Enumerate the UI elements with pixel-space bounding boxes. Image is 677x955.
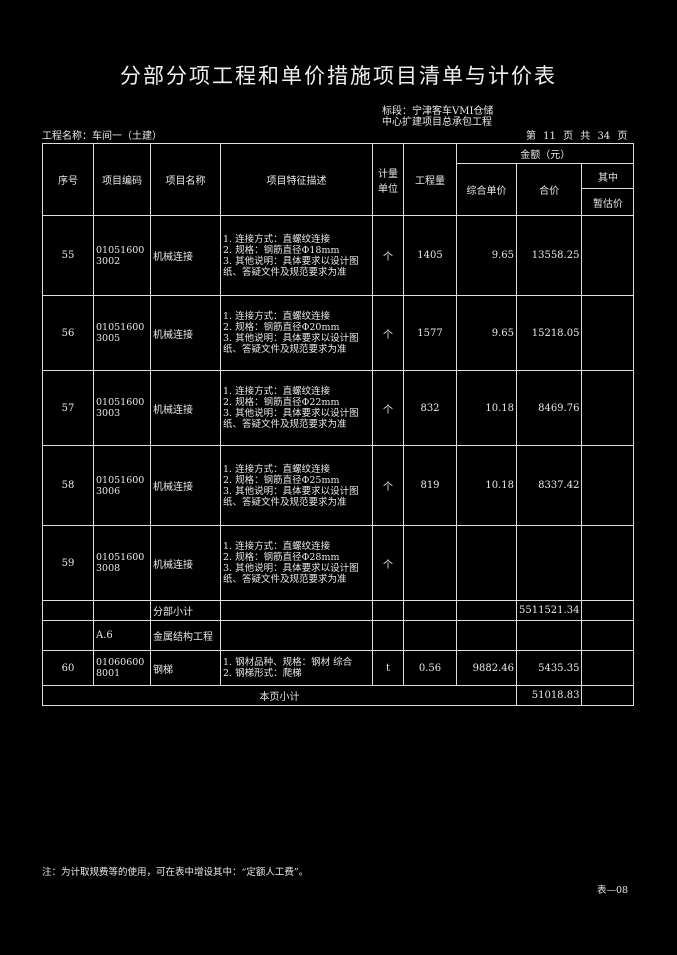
row-total: 8337.42 — [515, 445, 583, 526]
row-unit: 个 — [372, 295, 404, 371]
row-provisional — [581, 445, 635, 526]
section-name: 金属结构工程 — [150, 620, 221, 651]
row-qty: 819 — [403, 445, 457, 526]
row-seq: 57 — [42, 370, 94, 446]
page-total-row: 本页小计 51018.83 — [42, 685, 635, 706]
row-code: 010516003005 — [93, 295, 151, 371]
row-name: 机械连接 — [150, 445, 221, 526]
row-code: 010516003002 — [93, 215, 151, 296]
row-unit: 个 — [372, 370, 404, 446]
row-name: 机械连接 — [150, 525, 221, 601]
row-desc: 1. 连接方式：直螺纹连接 2. 规格：钢筋直径Φ20mm 3. 其他说明：具体… — [220, 295, 373, 371]
row-desc: 1. 连接方式：直螺纹连接 2. 规格：钢筋直径Φ25mm 3. 其他说明：具体… — [220, 445, 373, 526]
subtotal-label: 分部小计 — [150, 600, 221, 621]
header-qty: 工程量 — [403, 143, 457, 216]
row-qty: 1577 — [403, 295, 457, 371]
row-total: 8469.76 — [515, 370, 583, 446]
table-row: 59 010516003008 机械连接 1. 连接方式：直螺纹连接 2. 规格：钢筋… — [42, 525, 635, 601]
row-unit-price: 9.65 — [456, 295, 517, 371]
row-provisional — [581, 370, 635, 446]
header-desc: 项目特征描述 — [220, 143, 373, 216]
row-unit-price — [456, 525, 517, 601]
header-name: 项目名称 — [150, 143, 221, 216]
row-name: 机械连接 — [150, 370, 221, 446]
row-qty: 832 — [403, 370, 457, 446]
row-total: 5435.35 — [515, 650, 583, 686]
subtotal-total: 5511521.34 — [515, 600, 583, 621]
row-name: 机械连接 — [150, 295, 221, 371]
header-unit: 计量单位 — [372, 143, 404, 216]
row-qty: 1405 — [403, 215, 457, 296]
row-code: 010516003006 — [93, 445, 151, 526]
page-title: 分部分项工程和单价措施项目清单与计价表 — [120, 64, 557, 88]
row-seq: 59 — [42, 525, 94, 601]
row-unit-price: 9882.46 — [456, 650, 517, 686]
table-row: 60 010606008001 钢梯 1. 钢材品种、规格：钢材 综合 2. 钢… — [42, 650, 635, 686]
table-row: 56 010516003005 机械连接 1. 连接方式：直螺纹连接 2. 规格：钢筋… — [42, 295, 635, 371]
row-name: 钢梯 — [150, 650, 221, 686]
page-total-label: 本页小计 — [42, 685, 517, 706]
page-total-value: 51018.83 — [515, 685, 583, 706]
footnote: 注：为计取规费等的使用，可在表中增设其中：“定额人工费”。 — [42, 867, 309, 878]
row-desc: 1. 连接方式：直螺纹连接 2. 规格：钢筋直径Φ28mm 3. 其他说明：具体… — [220, 525, 373, 601]
project-name: 工程名称：车间一（土建） — [42, 131, 162, 142]
row-seq: 58 — [42, 445, 94, 526]
page-info: 第 11 页 共 34 页 — [526, 131, 628, 142]
row-unit: 个 — [372, 215, 404, 296]
row-seq: 55 — [42, 215, 94, 296]
section-row: A.6 金属结构工程 — [42, 620, 635, 651]
table-row: 55 010516003002 机械连接 1. 连接方式：直螺纹连接 2. 规格：钢筋… — [42, 215, 635, 296]
row-qty — [403, 525, 457, 601]
header-unit-price: 综合单价 — [456, 163, 517, 216]
header-code: 项目编码 — [93, 143, 151, 216]
subtotal-row: 分部小计 5511521.34 — [42, 600, 635, 621]
row-unit: 个 — [372, 445, 404, 526]
row-unit: 个 — [372, 525, 404, 601]
row-desc: 1. 钢材品种、规格：钢材 综合 2. 钢梯形式：爬梯 — [220, 650, 373, 686]
row-unit-price: 9.65 — [456, 215, 517, 296]
row-provisional — [581, 215, 635, 296]
row-unit-price: 10.18 — [456, 445, 517, 526]
row-code: 010606008001 — [93, 650, 151, 686]
section-code: A.6 — [93, 620, 151, 651]
row-desc: 1. 连接方式：直螺纹连接 2. 规格：钢筋直径Φ18mm 3. 其他说明：具体… — [220, 215, 373, 296]
header-total: 合价 — [515, 163, 583, 216]
row-unit-price: 10.18 — [456, 370, 517, 446]
table-row: 57 010516003003 机械连接 1. 连接方式：直螺纹连接 2. 规格：钢筋… — [42, 370, 635, 446]
row-seq: 60 — [42, 650, 94, 686]
row-total — [515, 525, 583, 601]
pricing-table: 序号 项目编码 项目名称 项目特征描述 计量单位 工程量 金额（元） 综合单价 … — [42, 143, 635, 706]
header-of-which: 其中 — [581, 163, 635, 189]
row-total: 13558.25 — [515, 215, 583, 296]
row-qty: 0.56 — [403, 650, 457, 686]
section-label: 标段：宁津客车VMI仓储中心扩建项目总承包工程 — [382, 106, 494, 128]
form-number: 表—08 — [597, 885, 629, 896]
header-amount: 金额（元） — [455, 143, 635, 164]
header-seq: 序号 — [42, 143, 94, 216]
row-unit: t — [372, 650, 404, 686]
row-provisional — [581, 525, 635, 601]
row-total: 15218.05 — [515, 295, 583, 371]
header-provisional: 暂估价 — [581, 188, 635, 216]
row-code: 010516003003 — [93, 370, 151, 446]
row-desc: 1. 连接方式：直螺纹连接 2. 规格：钢筋直径Φ22mm 3. 其他说明：具体… — [220, 370, 373, 446]
row-provisional — [581, 295, 635, 371]
row-name: 机械连接 — [150, 215, 221, 296]
row-code: 010516003008 — [93, 525, 151, 601]
row-seq: 56 — [42, 295, 94, 371]
table-row: 58 010516003006 机械连接 1. 连接方式：直螺纹连接 2. 规格：钢筋… — [42, 445, 635, 526]
